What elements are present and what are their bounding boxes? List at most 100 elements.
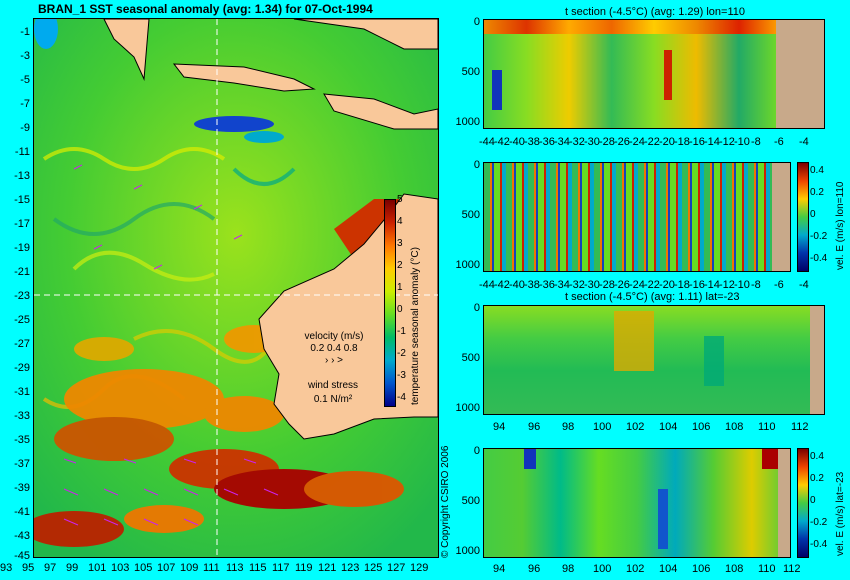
x-tick: -28 <box>599 279 615 291</box>
x-tick: 112 <box>791 421 809 433</box>
y-tick: -27 <box>14 338 30 350</box>
panel1-x-axis: -44 -42 -40 -38 -36 -34 -32 -30 -28 -26 … <box>479 136 823 149</box>
x-tick: -34 <box>554 279 570 291</box>
x-tick: 98 <box>562 563 575 575</box>
cb-tick: 2 <box>397 260 403 271</box>
cb-tick: -4 <box>397 392 406 403</box>
x-tick: -10 <box>734 136 750 148</box>
x-tick: -28 <box>599 136 615 148</box>
x-tick: 96 <box>528 563 541 575</box>
panel3-section[interactable] <box>483 305 825 415</box>
x-tick: 98 <box>562 421 575 433</box>
x-tick: 106 <box>692 421 711 433</box>
y-tick: -25 <box>14 314 30 326</box>
panel2-x-axis: -44 -42 -40 -38 -36 -34 -32 -30 -28 -26 … <box>479 279 823 292</box>
x-tick: -10 <box>734 279 750 291</box>
panel2-cb-ticks: 0.4 0.2 0 -0.2 -0.4 <box>810 166 832 270</box>
y-tick: 0 <box>473 16 480 28</box>
x-tick: -44 <box>479 279 495 291</box>
x-tick: -12 <box>719 136 735 148</box>
x-tick: 101 <box>88 562 107 574</box>
x-tick: -20 <box>659 279 675 291</box>
y-tick: -39 <box>14 482 30 494</box>
x-tick: -32 <box>569 136 585 148</box>
x-tick: 123 <box>341 562 360 574</box>
x-tick: 102 <box>626 421 645 433</box>
panel3-land <box>810 306 824 414</box>
x-tick: -42 <box>494 136 510 148</box>
x-tick: 121 <box>318 562 337 574</box>
panel4-section[interactable] <box>483 448 791 558</box>
x-tick: 109 <box>180 562 199 574</box>
panel2-cb-label: vel. E (m/s) lon=110 <box>835 181 846 270</box>
map-y-axis: -1 -3 -5 -7 -9 -11 -13 -15 -17 -19 -21 -… <box>2 18 30 562</box>
panel2-y-axis: 0 500 1000 <box>452 159 480 271</box>
cb-tick: -3 <box>397 370 406 381</box>
panel1-section[interactable] <box>483 19 825 129</box>
x-tick: -20 <box>659 136 675 148</box>
x-tick: 106 <box>692 563 711 575</box>
sst-colorbar-ticks: 5 4 3 2 1 0 -1 -2 -3 -4 <box>397 195 409 409</box>
sst-map[interactable]: 5 4 3 2 1 0 -1 -2 -3 -4 temperature seas… <box>33 18 439 558</box>
x-tick: -32 <box>569 279 585 291</box>
cb-tick: 0.2 <box>810 187 824 198</box>
y-tick: 1000 <box>455 402 480 414</box>
x-tick: 107 <box>157 562 176 574</box>
panel1-warm-patch <box>664 50 672 100</box>
x-tick: -22 <box>644 279 660 291</box>
copyright-text: © Copyright CSIRO 2006 <box>440 445 451 558</box>
y-tick: -9 <box>20 122 30 134</box>
colorbar-label: temperature seasonal anomaly (°C) <box>410 247 421 405</box>
y-tick: -21 <box>14 266 30 278</box>
map-x-axis: 93 95 97 99 101 103 105 107 109 111 113 … <box>0 563 440 577</box>
x-tick: -4 <box>799 136 809 148</box>
y-tick: -17 <box>14 218 30 230</box>
y-tick: -33 <box>14 410 30 422</box>
x-tick: -18 <box>674 136 690 148</box>
y-tick: 1000 <box>455 545 480 557</box>
x-tick: -18 <box>674 279 690 291</box>
cb-tick: 4 <box>397 216 403 227</box>
y-tick: -1 <box>20 26 30 38</box>
y-tick: 0 <box>473 445 480 457</box>
x-tick: -8 <box>751 279 761 291</box>
cb-tick: 0 <box>810 495 816 506</box>
panel4-warm-patch <box>762 449 778 469</box>
panel2-section[interactable] <box>483 162 791 272</box>
x-tick: -6 <box>774 136 784 148</box>
cb-tick: 5 <box>397 194 403 205</box>
panel3-y-axis: 0 500 1000 <box>452 303 480 414</box>
panel3-x-axis: 94 96 98 100 102 104 106 108 110 112 <box>483 422 823 434</box>
sst-colorbar <box>384 199 396 407</box>
x-tick: -40 <box>509 279 525 291</box>
y-tick: -19 <box>14 242 30 254</box>
x-tick: 100 <box>593 563 612 575</box>
x-tick: 97 <box>44 562 57 574</box>
y-tick: 1000 <box>455 259 480 271</box>
panel4-x-axis: 94 96 98 100 102 104 106 108 110 112 <box>483 564 823 576</box>
y-tick: -45 <box>14 550 30 562</box>
y-tick: -15 <box>14 194 30 206</box>
java-land <box>103 19 150 81</box>
y-tick: -31 <box>14 386 30 398</box>
x-tick: -34 <box>554 136 570 148</box>
x-tick: 110 <box>758 563 776 575</box>
sst-map-canvas <box>34 19 438 557</box>
cb-tick: -0.2 <box>810 231 828 242</box>
x-tick: -42 <box>494 279 510 291</box>
x-tick: 93 <box>0 562 13 574</box>
x-tick: -24 <box>629 136 645 148</box>
panel1-surface-band <box>484 20 824 34</box>
y-tick: -35 <box>14 434 30 446</box>
x-tick: -26 <box>614 136 630 148</box>
velocity-legend-title: velocity (m/s) <box>304 331 364 342</box>
panel2-land <box>772 163 790 271</box>
y-tick: 500 <box>461 66 480 78</box>
x-tick: 99 <box>66 562 79 574</box>
cb-tick: 0 <box>810 209 816 220</box>
x-tick: -36 <box>539 279 555 291</box>
y-tick: 0 <box>473 159 480 171</box>
x-tick: 108 <box>725 563 744 575</box>
x-tick: 111 <box>203 562 220 574</box>
y-tick: -37 <box>14 458 30 470</box>
